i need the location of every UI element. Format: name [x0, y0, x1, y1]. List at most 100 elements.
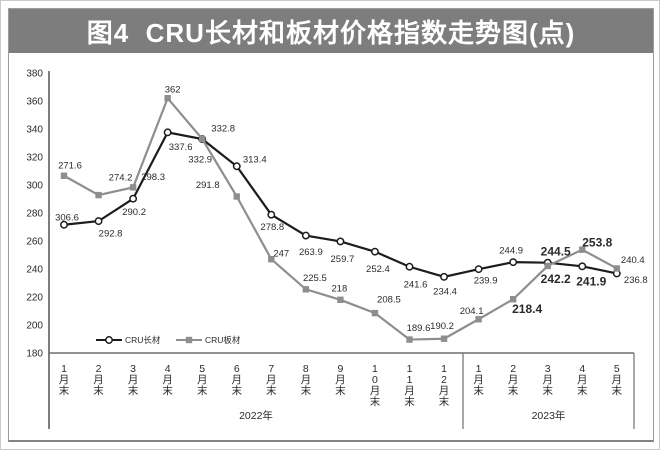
legend-marker-open-circle	[105, 336, 113, 344]
cru-flat-data-point-marker	[337, 296, 344, 303]
cru-long-data-label: 290.2	[122, 207, 146, 218]
x-tick-char: 末	[162, 384, 173, 397]
cru-flat-data-label: 208.5	[377, 295, 401, 306]
x-tick-label: 1 2 月末	[439, 363, 450, 408]
x-tick-label: 4 月末	[577, 363, 588, 397]
cru-long-data-label: 241.9	[576, 274, 606, 288]
cru-flat-data-label: 332.9	[188, 154, 212, 165]
cru-flat-data-point-marker	[613, 265, 620, 272]
cru-long-data-label: 234.4	[433, 286, 457, 297]
cru-long-data-point-marker	[474, 265, 483, 274]
x-tick-char: 月	[232, 374, 243, 386]
cru-flat-data-point-marker	[268, 256, 275, 263]
x-tick-label: 3 月末	[128, 363, 139, 397]
x-tick-char: 月	[473, 374, 484, 386]
x-tick-char: 末	[508, 384, 519, 397]
y-tick-label: 360	[26, 97, 43, 108]
x-tick-char: 末	[128, 384, 139, 397]
x-tick-char: 0	[372, 374, 378, 386]
x-tick-char: 末	[335, 384, 346, 397]
cru-flat-data-point-marker	[95, 191, 102, 199]
y-tick-label: 380	[26, 69, 43, 80]
cru-long-data-point-marker	[336, 237, 345, 246]
cru-flat-data-label: 298.3	[141, 172, 165, 183]
cru-long-data-point-marker	[301, 231, 310, 240]
cru-flat-data-label: 362	[165, 85, 181, 96]
x-tick-char: 末	[59, 384, 70, 397]
cru-long-data-point-marker	[94, 217, 103, 226]
x-tick-char: 月	[404, 385, 415, 397]
cru-flat-data-point-marker	[302, 286, 310, 293]
cru-flat-data-point-marker	[233, 193, 240, 200]
x-tick-char: 3	[130, 363, 136, 375]
x-tick-char: 4	[579, 363, 585, 375]
x-tick-char: 月	[335, 374, 346, 386]
cru-flat-data-point-marker	[406, 336, 413, 343]
x-tick-char: 月	[542, 374, 553, 386]
x-tick-char: 1	[441, 363, 447, 375]
y-tick-label: 300	[26, 181, 43, 192]
cru-long-data-point-marker	[163, 128, 172, 137]
figure-title-bar: 图4 CRU长材和板材价格指数走势图(点)	[9, 9, 653, 53]
x-tick-char: 末	[93, 384, 104, 397]
cru-long-data-label: 337.6	[169, 142, 193, 153]
cru-flat-data-label: 218.4	[512, 302, 542, 316]
cru-flat-data-label: 291.8	[196, 180, 220, 191]
x-tick-char: 末	[301, 384, 312, 397]
cru-long-data-point-marker	[267, 210, 276, 219]
x-tick-char: 1	[407, 363, 413, 375]
x-tick-char: 2	[510, 363, 516, 375]
x-tick-label: 3 月末	[542, 363, 553, 397]
x-tick-char: 末	[404, 395, 415, 408]
x-tick-char: 2	[441, 374, 447, 386]
cru-flat-data-point-marker	[475, 316, 482, 323]
x-tick-label: 5 月末	[612, 363, 623, 397]
y-tick-label: 220	[26, 293, 43, 304]
cru-flat-data-label: 240.4	[621, 255, 645, 266]
x-tick-char: 8	[303, 363, 309, 375]
cru-long-data-point-marker	[129, 194, 138, 203]
year-group-label: 2023年	[532, 409, 566, 422]
x-tick-char: 6	[234, 363, 240, 375]
x-tick-char: 末	[232, 384, 243, 397]
cru-long-data-point-marker	[578, 262, 587, 271]
y-tick-label: 200	[26, 321, 43, 332]
x-tick-char: 末	[577, 384, 588, 397]
y-tick-label: 180	[26, 349, 43, 360]
cru-flat-data-point-marker	[199, 135, 206, 143]
cru-flat-data-point-marker	[509, 296, 517, 303]
cru-flat-data-label: 306.6	[55, 212, 79, 223]
x-tick-label: 1 月末	[59, 363, 70, 397]
x-tick-char: 末	[612, 384, 623, 397]
x-tick-char: 3	[545, 363, 551, 375]
x-tick-label: 5 月末	[197, 363, 208, 397]
x-tick-char: 月	[266, 374, 277, 386]
cru-flat-data-label: 190.2	[430, 321, 454, 332]
y-tick-label: 280	[26, 209, 43, 220]
cru-long-data-point-marker	[440, 272, 448, 281]
x-tick-char: 末	[473, 384, 484, 397]
cru-flat-data-label: 242.2	[541, 272, 571, 286]
legend-label: CRU长材	[125, 335, 161, 345]
x-tick-char: 月	[93, 374, 104, 386]
x-tick-char: 7	[268, 363, 274, 375]
x-tick-char: 月	[612, 374, 623, 386]
cru-long-data-label: 278.8	[260, 222, 284, 233]
cru-long-data-point-marker	[371, 247, 379, 256]
cru-long-data-label: 271.6	[58, 160, 82, 171]
cru-long-data-label: 241.6	[404, 279, 428, 290]
x-tick-char: 1	[476, 363, 482, 375]
cru-flat-data-point-marker	[579, 246, 586, 253]
cru-flat-data-point-marker	[371, 309, 379, 317]
cru-long-data-point-marker	[232, 162, 241, 171]
x-tick-label: 7 月末	[266, 363, 277, 397]
cru-long-data-label: 263.9	[299, 247, 323, 258]
x-tick-char: 末	[439, 395, 450, 408]
cru-long-data-label: 239.9	[474, 276, 498, 287]
x-tick-char: 月	[128, 374, 139, 386]
x-tick-char: 5	[614, 363, 620, 375]
legend-marker-filled-square	[185, 336, 193, 344]
cru-flat-data-label: 189.6	[407, 323, 431, 334]
y-tick-label: 240	[26, 265, 43, 276]
